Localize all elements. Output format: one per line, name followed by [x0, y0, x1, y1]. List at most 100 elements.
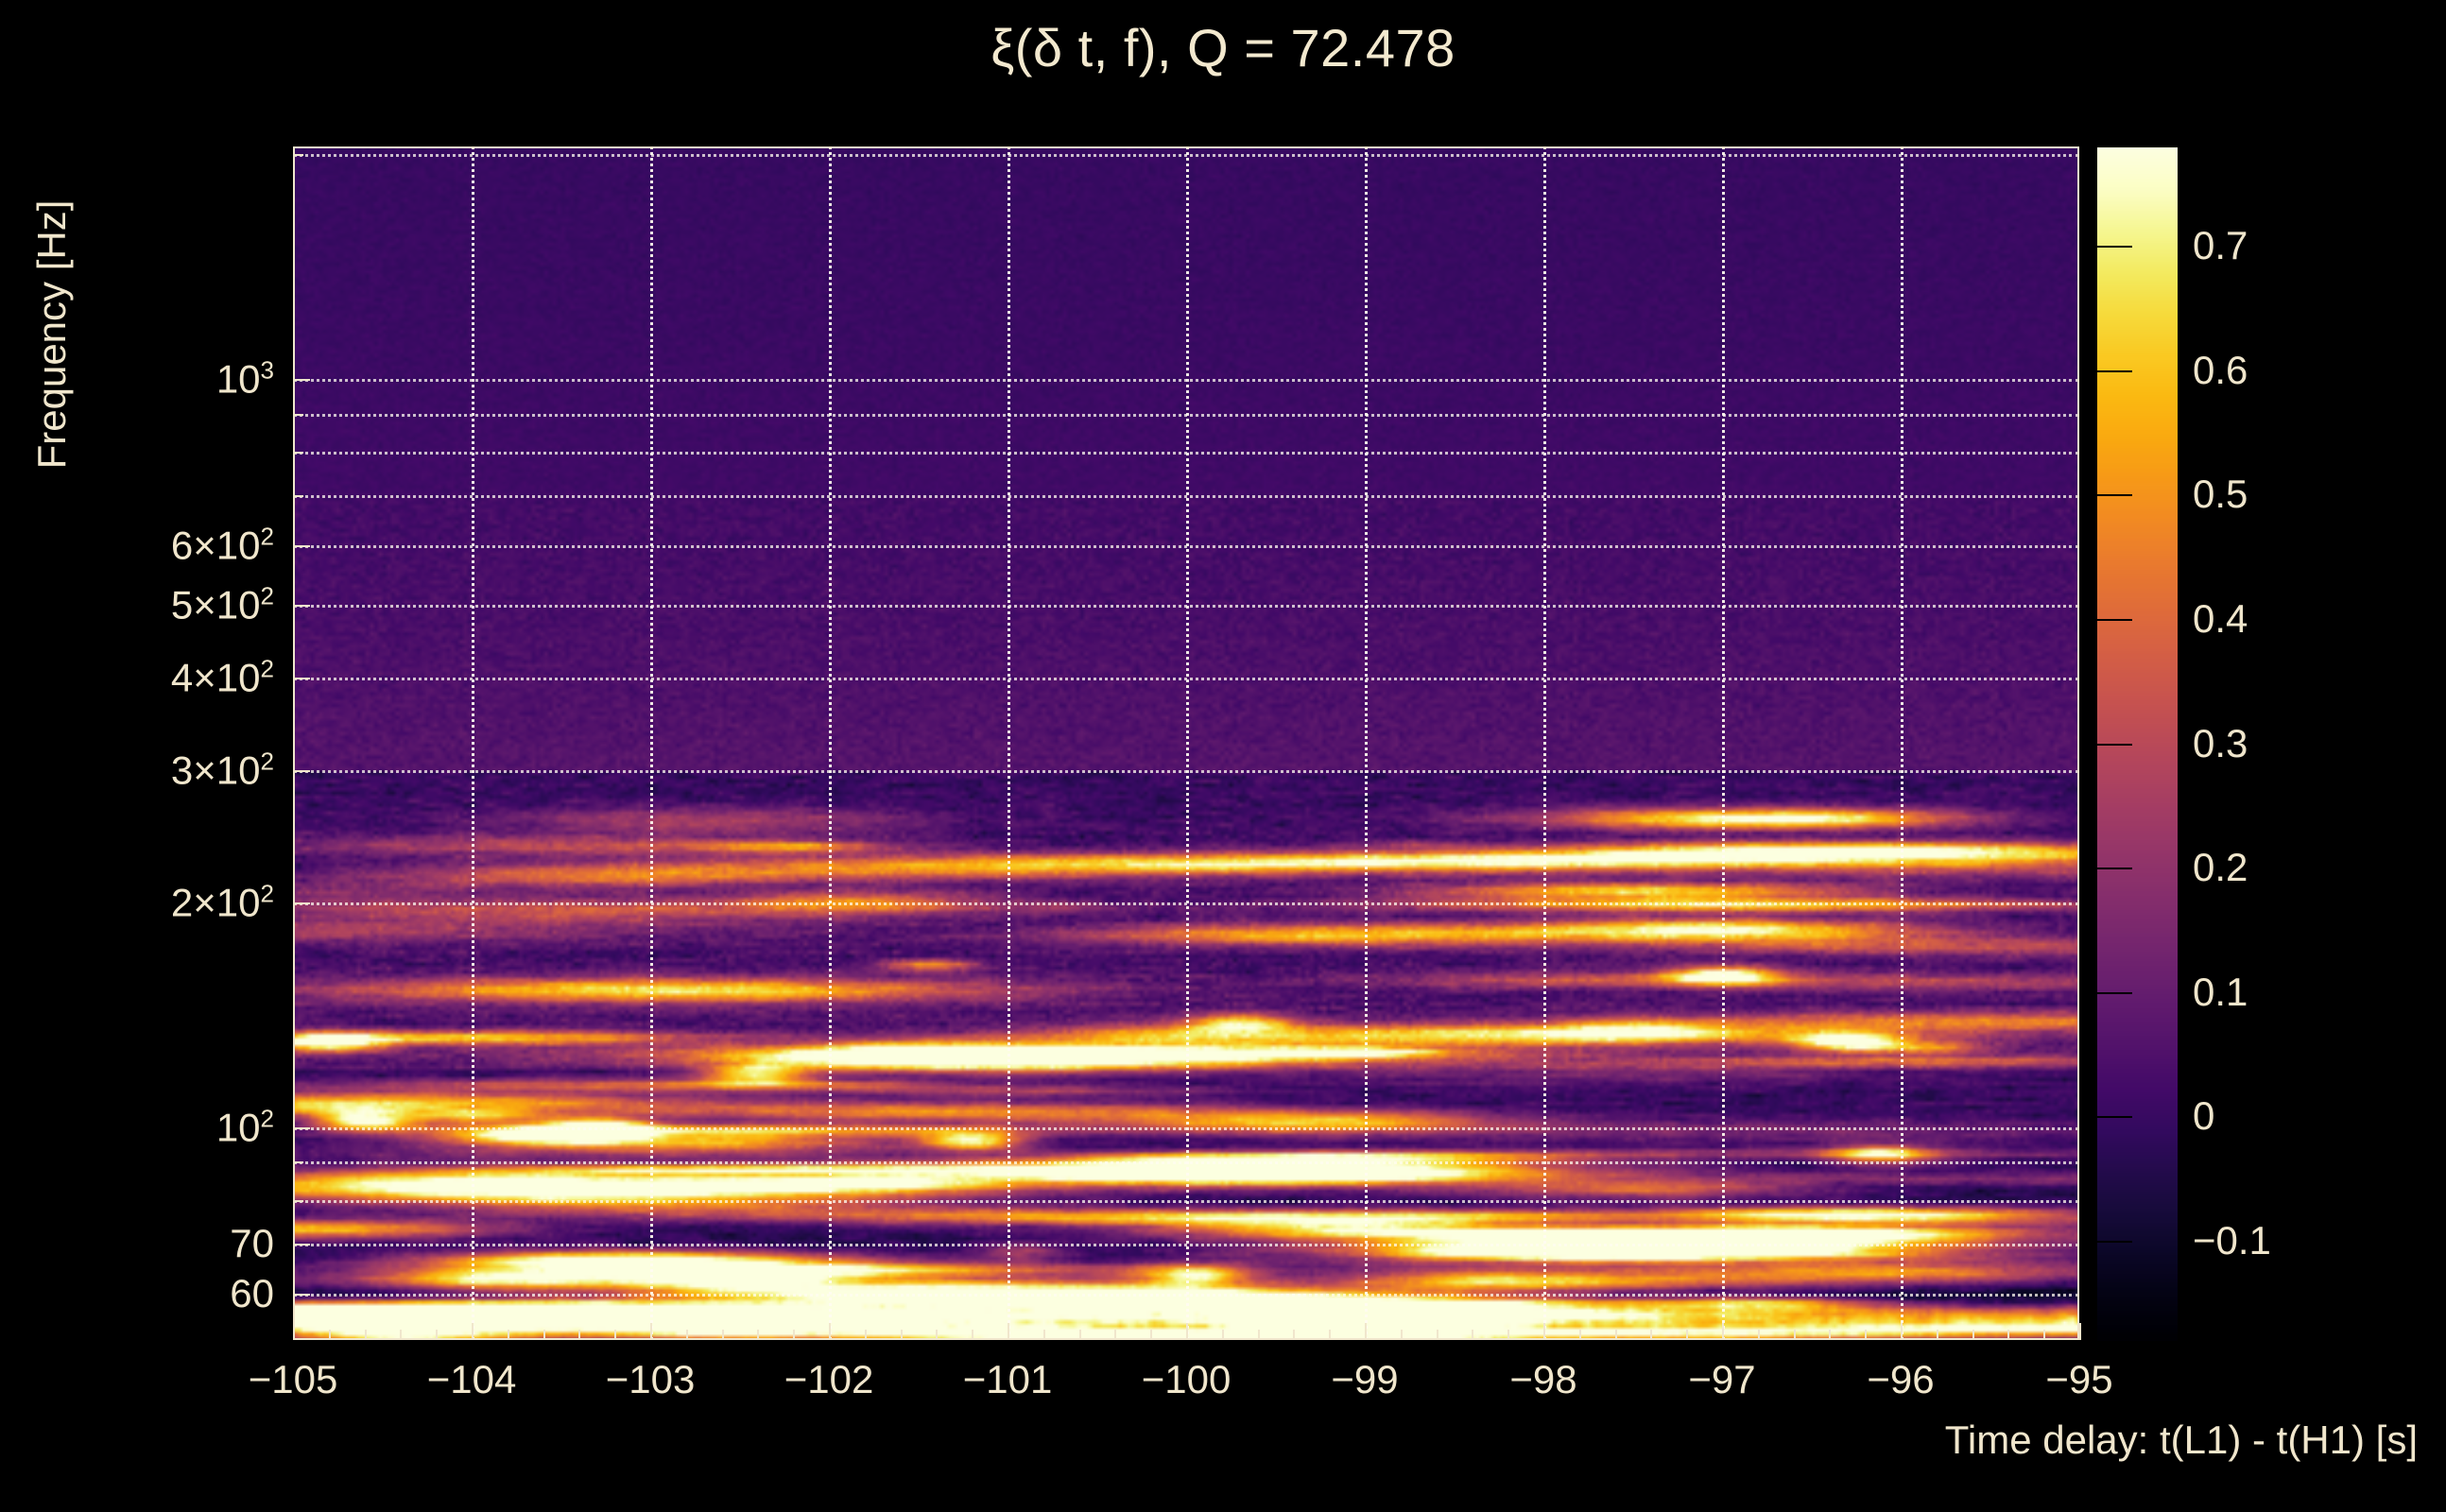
y-axis-tick-label: 2×102	[170, 879, 274, 925]
colorbar-tick	[2096, 743, 2132, 746]
x-axis-tick-minor	[543, 1330, 545, 1340]
x-axis-tick-minor	[1865, 1330, 1868, 1340]
x-axis-tick-minor	[1436, 1330, 1438, 1340]
x-axis-tick-minor	[1078, 1330, 1081, 1340]
x-axis-tick-minor	[1686, 1330, 1689, 1340]
y-axis-tick-label: 60	[230, 1270, 274, 1315]
y-axis-tick-minor	[293, 1161, 303, 1164]
y-axis-tick-label: 3×102	[170, 747, 274, 793]
y-axis-tick-minor	[293, 770, 303, 773]
x-axis-tick-minor	[2007, 1330, 2010, 1340]
x-axis-tick-minor	[1507, 1330, 1510, 1340]
x-axis-tick-minor	[1042, 1330, 1045, 1340]
x-axis-tick-label: −101	[962, 1357, 1053, 1401]
colorbar-tick-label: 0.2	[2193, 845, 2248, 890]
x-axis-tick-label: −99	[1331, 1357, 1399, 1401]
y-axis-tick-label: 4×102	[170, 654, 274, 700]
colorbar-tick	[2096, 246, 2132, 249]
x-axis-tick-label: −97	[1688, 1357, 1756, 1401]
x-axis-tick-minor	[1293, 1330, 1296, 1340]
x-axis-title: Time delay: t(L1) - t(H1) [s]	[1944, 1418, 2418, 1462]
x-axis-tick-label: −95	[2045, 1357, 2113, 1401]
y-axis-tick-minor	[293, 1199, 303, 1202]
y-axis-tick-label: 70	[230, 1220, 274, 1265]
colorbar-tick-label: 0.7	[2193, 223, 2248, 268]
colorbar-tick	[2096, 369, 2132, 372]
x-axis-tick-minor	[1257, 1330, 1260, 1340]
x-axis-tick-minor	[328, 1330, 331, 1340]
x-axis-tick-minor	[900, 1330, 903, 1340]
x-axis-tick-minor	[1578, 1330, 1581, 1340]
colorbar-tick-label: 0.6	[2193, 347, 2248, 392]
colorbar-tick	[2096, 494, 2132, 497]
y-axis-tick-minor	[293, 379, 303, 382]
x-axis-tick-minor	[1614, 1330, 1617, 1340]
x-axis-tick-minor	[793, 1330, 796, 1340]
y-axis-tick-minor	[293, 1127, 303, 1130]
x-axis-tick	[1543, 1323, 1545, 1340]
x-axis-tick	[1901, 1323, 1903, 1340]
x-axis-tick	[2079, 1323, 2081, 1340]
y-axis-tick-label: 103	[215, 355, 274, 402]
y-axis-tick-minor	[293, 1293, 303, 1296]
y-axis-title: Frequency [Hz]	[29, 199, 74, 470]
colorbar-tick	[2096, 991, 2132, 994]
y-axis-tick-minor	[293, 452, 303, 455]
colorbar-tick	[2096, 1240, 2132, 1243]
colorbar-tick-label: 0.3	[2193, 720, 2248, 765]
x-axis-tick-minor	[864, 1330, 867, 1340]
x-axis-tick-minor	[685, 1330, 688, 1340]
x-axis-tick-minor	[1936, 1330, 1938, 1340]
y-axis-tick-label: 6×102	[170, 522, 274, 568]
colorbar-tick	[2096, 868, 2132, 870]
x-axis-tick-minor	[936, 1330, 939, 1340]
x-axis-tick-minor	[364, 1330, 367, 1340]
x-axis-tick-label: −104	[426, 1357, 517, 1401]
x-axis-tick	[829, 1323, 831, 1340]
x-axis-tick-minor	[757, 1330, 760, 1340]
x-axis-tick-minor	[1972, 1330, 1974, 1340]
x-axis-tick-minor	[972, 1330, 974, 1340]
y-axis-tick-label: 5×102	[170, 581, 274, 627]
y-axis-tick-minor	[293, 154, 303, 157]
x-axis-tick-minor	[1329, 1330, 1332, 1340]
x-axis-tick-minor	[400, 1330, 403, 1340]
colorbar-tick-label: 0.1	[2193, 969, 2248, 1014]
x-axis-tick	[472, 1323, 474, 1340]
page-title: ξ(δ t, f), Q = 72.478	[990, 18, 1456, 77]
x-axis-tick-minor	[1472, 1330, 1474, 1340]
y-axis-tick-minor	[293, 604, 303, 607]
x-axis-tick-minor	[1221, 1330, 1224, 1340]
y-axis-tick-minor	[293, 1243, 303, 1246]
x-axis-tick-minor	[1150, 1330, 1153, 1340]
x-axis-tick-label: −105	[248, 1357, 338, 1401]
x-axis-tick-label: −98	[1509, 1357, 1577, 1401]
x-axis-tick-minor	[436, 1330, 439, 1340]
colorbar-tick	[2096, 618, 2132, 621]
x-axis-tick-minor	[2043, 1330, 2046, 1340]
y-axis-tick-minor	[293, 413, 303, 416]
x-axis-tick-minor	[614, 1330, 617, 1340]
x-axis-tick-minor	[1650, 1330, 1653, 1340]
y-axis-tick-minor	[293, 495, 303, 498]
x-axis-tick-label: −100	[1141, 1357, 1232, 1401]
x-axis-tick-minor	[1400, 1330, 1403, 1340]
x-axis-tick	[1722, 1323, 1724, 1340]
spectrogram-plot-area	[293, 146, 2079, 1340]
colorbar-tick	[2096, 1116, 2132, 1119]
x-axis-tick-label: −102	[784, 1357, 874, 1401]
heatmap-canvas	[293, 146, 2079, 1340]
x-axis-tick	[1186, 1323, 1188, 1340]
colorbar-tick-label: 0.4	[2193, 595, 2248, 641]
x-axis-tick-label: −103	[605, 1357, 696, 1401]
heatmap-image	[293, 146, 2079, 1340]
y-axis-tick-minor	[293, 902, 303, 904]
x-axis-tick-minor	[721, 1330, 724, 1340]
x-axis-tick	[650, 1323, 652, 1340]
y-axis-tick-label: 102	[215, 1104, 274, 1150]
x-axis-tick	[1365, 1323, 1367, 1340]
colorbar-tick-label: 0	[2193, 1093, 2215, 1139]
x-axis-tick-minor	[1793, 1330, 1796, 1340]
colorbar-tick-label: 0.5	[2193, 472, 2248, 517]
